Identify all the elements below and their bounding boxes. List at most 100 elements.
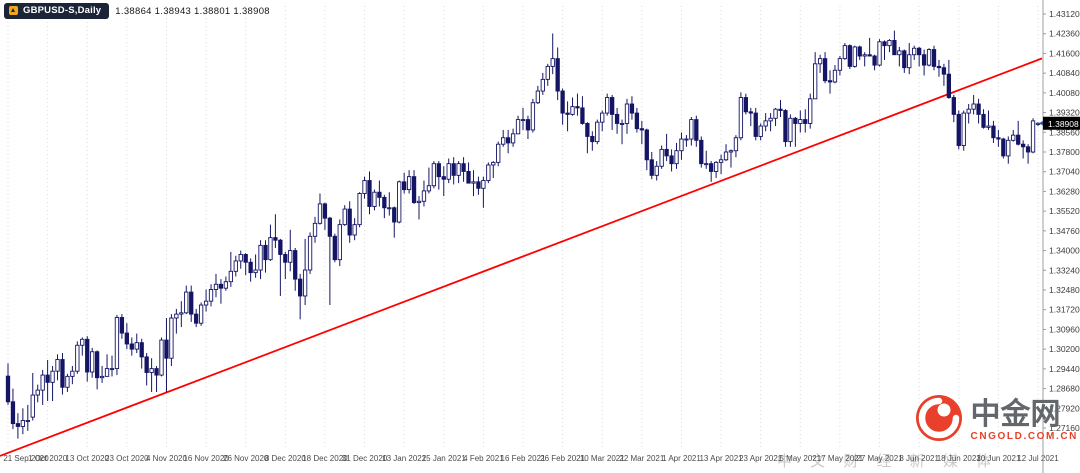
- candle-body: [758, 125, 763, 137]
- y-axis-price-label: 1.36280: [1049, 186, 1080, 196]
- candle-body: [614, 113, 620, 124]
- x-axis-date-label: 18 Jun 2021: [937, 454, 982, 463]
- candle-body: [382, 196, 387, 209]
- candle-body: [694, 119, 699, 141]
- candle-body: [862, 54, 867, 57]
- candle-body: [520, 119, 526, 122]
- candle-body: [144, 356, 149, 373]
- candle-body: [996, 137, 1001, 140]
- x-axis-date-label: 22 Mar 2021: [619, 454, 664, 463]
- candle-body: [545, 65, 550, 80]
- candle-body: [268, 237, 273, 261]
- candle-body: [194, 313, 199, 324]
- candle-body: [189, 291, 194, 315]
- y-axis-price-label: 1.32480: [1049, 285, 1080, 295]
- x-axis-date-label: 10 Mar 2021: [580, 454, 625, 463]
- candle-body: [164, 339, 169, 359]
- candle-body: [85, 338, 90, 373]
- candle-body: [496, 143, 501, 163]
- candle-body: [312, 222, 318, 237]
- candle-body: [293, 250, 298, 280]
- x-axis-date-label: 21 Sep 2020: [3, 454, 49, 463]
- y-axis-price-label: 1.27920: [1049, 403, 1080, 413]
- candle-body: [30, 394, 35, 418]
- candle-body: [377, 191, 382, 198]
- candle-body: [372, 191, 377, 207]
- candle-body: [258, 244, 263, 271]
- candle-body: [273, 237, 278, 241]
- candle-body: [773, 108, 778, 119]
- candle-body: [10, 401, 16, 425]
- candle-body: [743, 97, 748, 113]
- candle-body: [1006, 139, 1011, 157]
- candle-body: [515, 119, 521, 135]
- candle-body: [907, 54, 912, 69]
- candle-body: [738, 97, 744, 139]
- candle-body: [40, 374, 45, 391]
- candle-body: [441, 176, 446, 180]
- candle-body: [624, 103, 630, 124]
- current-price-box: [1043, 116, 1080, 130]
- candle-body: [971, 103, 976, 110]
- candle-body: [406, 176, 412, 191]
- candle-body: [263, 244, 268, 261]
- candle-body: [822, 58, 828, 82]
- candle-body: [555, 58, 560, 92]
- candle-body: [644, 129, 649, 161]
- candle-body: [976, 103, 981, 115]
- candle-body: [684, 138, 689, 141]
- candle-body: [387, 207, 392, 210]
- candle-body: [476, 181, 481, 189]
- candle-body: [1035, 122, 1041, 125]
- candle-body: [832, 69, 838, 83]
- candle-body: [713, 161, 719, 172]
- candle-body: [510, 133, 516, 144]
- candle-body: [198, 304, 204, 324]
- x-axis-date-label: 13 Oct 2020: [65, 454, 109, 463]
- candle-body: [634, 112, 640, 130]
- candle-body: [877, 41, 882, 66]
- x-axis-date-label: 26 Feb 2021: [540, 454, 585, 463]
- y-axis-price-label: 1.38560: [1049, 127, 1080, 137]
- candle-body: [798, 119, 803, 124]
- candle-body: [941, 67, 947, 75]
- candle-body: [149, 368, 154, 373]
- cngold-logo-icon: [915, 394, 963, 447]
- candle-body: [104, 368, 110, 377]
- candle-body: [5, 375, 11, 403]
- x-axis-date-label: 4 Feb 2021: [463, 454, 504, 463]
- candle-body: [397, 181, 402, 223]
- candle-body: [55, 359, 60, 372]
- x-axis-date-label: 5 May 2021: [779, 454, 821, 463]
- candle-body: [278, 239, 283, 255]
- x-axis-date-label: 12 Jul 2021: [1017, 454, 1059, 463]
- candle-body: [119, 317, 125, 334]
- candle-body: [639, 128, 644, 131]
- candle-body: [298, 278, 303, 297]
- candle-body: [817, 58, 823, 65]
- trendline[interactable]: [0, 57, 1043, 457]
- x-axis-date-label: 8 Dec 2020: [265, 454, 306, 463]
- candle-body: [134, 342, 139, 350]
- candle-body: [961, 112, 966, 146]
- candle-body: [530, 102, 536, 131]
- candle-body: [872, 55, 877, 66]
- y-axis-price-label: 1.40080: [1049, 88, 1080, 98]
- candle-body: [619, 123, 625, 125]
- candle-body: [481, 180, 486, 189]
- candle-body: [505, 137, 511, 144]
- candle-body: [788, 117, 793, 143]
- candle-body: [951, 97, 956, 115]
- candle-body: [748, 111, 753, 114]
- candle-body: [857, 46, 862, 57]
- candle-body: [679, 138, 684, 152]
- x-axis-date-label: 17 May 2021: [817, 454, 864, 463]
- candle-body: [139, 342, 144, 358]
- candle-body: [882, 41, 887, 47]
- candle-body: [402, 181, 407, 191]
- candle-body: [704, 163, 709, 166]
- x-axis-date-label: 23 Oct 2020: [105, 454, 149, 463]
- candle-body: [35, 389, 40, 396]
- candle-body: [778, 108, 783, 111]
